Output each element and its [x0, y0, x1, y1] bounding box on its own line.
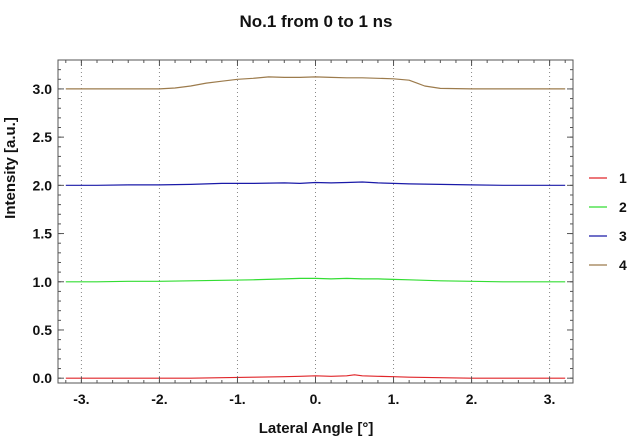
- x-tick-label: 2.: [466, 391, 478, 407]
- y-tick-label: 3.0: [33, 81, 53, 97]
- chart-title: No.1 from 0 to 1 ns: [239, 12, 392, 31]
- y-tick-label: 1.5: [33, 226, 53, 242]
- y-tick-labels: 0.0 0.5 1.0 1.5 2.0 2.5 3.0: [33, 81, 53, 386]
- x-tick-label: 1.: [388, 391, 400, 407]
- legend-label-2: 2: [619, 199, 627, 215]
- x-tick-label: -3.: [73, 391, 89, 407]
- y-tick-label: 0.0: [33, 370, 53, 386]
- series-line-3: [65, 181, 566, 186]
- series-lines: [65, 76, 566, 379]
- grid-lines: [80, 60, 551, 383]
- y-tick-label: 0.5: [33, 322, 53, 338]
- x-tick-labels: -3. -2. -1. 0. 1. 2. 3.: [73, 391, 555, 407]
- legend-label-4: 4: [619, 257, 627, 273]
- legend-label-3: 3: [619, 228, 627, 244]
- y-tick-label: 2.0: [33, 177, 53, 193]
- y-tick-label: 2.5: [33, 129, 53, 145]
- series-line-2: [65, 277, 566, 283]
- x-axis-label: Lateral Angle [°]: [259, 420, 374, 437]
- y-axis-label: Intensity [a.u.]: [2, 117, 19, 219]
- series-line-4: [65, 76, 566, 90]
- x-tick-label: 3.: [544, 391, 556, 407]
- x-tick-label: -1.: [229, 391, 245, 407]
- legend: 1 2 3 4: [589, 170, 627, 273]
- legend-label-1: 1: [619, 170, 627, 186]
- y-tick-label: 1.0: [33, 274, 53, 290]
- axis-ticks: [58, 60, 573, 383]
- series-line-1: [65, 374, 566, 379]
- x-tick-label: 0.: [310, 391, 322, 407]
- x-tick-label: -2.: [151, 391, 167, 407]
